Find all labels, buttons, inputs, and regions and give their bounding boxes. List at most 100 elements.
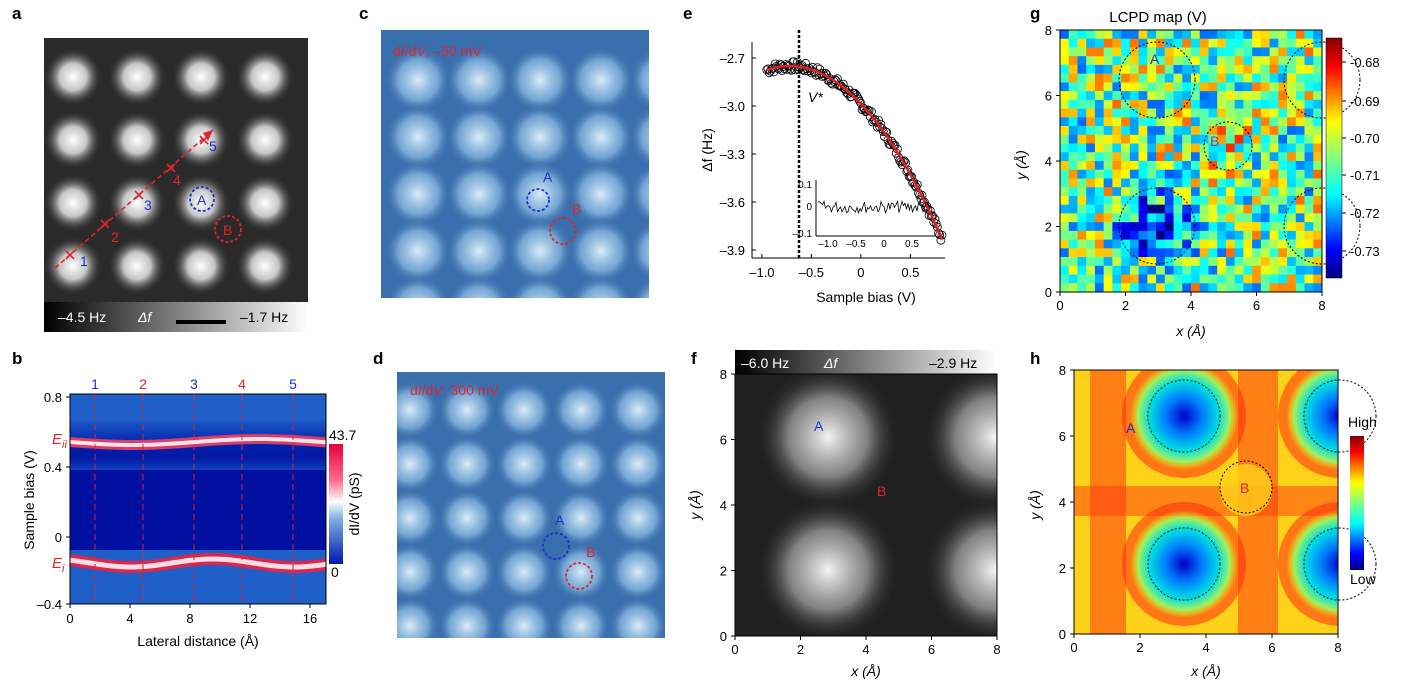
panel-g-pixel — [1068, 178, 1078, 188]
panel-g-pixel — [1094, 213, 1104, 223]
panel-g-pixel — [1278, 274, 1288, 284]
panel-g-pixel — [1138, 56, 1148, 66]
panel-g-pixel — [1199, 239, 1209, 249]
panel-g-pixel — [1164, 213, 1174, 223]
panel-g-pixel — [1217, 30, 1227, 40]
panel-g-pixel — [1243, 117, 1253, 127]
panel-g-pixel — [1234, 82, 1244, 92]
panel-g-pixel — [1138, 169, 1148, 179]
panel-c-blob — [628, 219, 649, 283]
panel-g-pixel — [1252, 265, 1262, 275]
panel-g-pixel — [1313, 73, 1323, 83]
panel-g-pixel — [1252, 38, 1262, 48]
panel-g-pixel — [1156, 126, 1166, 136]
panel-g-pixel — [1243, 204, 1253, 214]
panel-g-pixel — [1129, 257, 1139, 267]
panel-g-pixel — [1121, 73, 1131, 83]
panel-g-pixel — [1287, 248, 1297, 258]
panel-g-pixel — [1138, 178, 1148, 188]
panel-c-blob — [628, 162, 649, 226]
panel-g-pixel — [1225, 126, 1235, 136]
panel-g-pixel — [1199, 82, 1209, 92]
panel-g-pixel — [1068, 169, 1078, 179]
panel-g-pixel — [1295, 108, 1305, 118]
panel-g-pixel — [1313, 178, 1323, 188]
panel-g-pixel — [1191, 91, 1201, 101]
panel-g-pixel — [1295, 187, 1305, 197]
panel-g-pixel — [1156, 230, 1166, 240]
panel-d-blob — [551, 596, 611, 638]
panel-g-pixel — [1278, 283, 1288, 293]
panel-g-pixel — [1252, 56, 1262, 66]
panel-g-pixel — [1260, 161, 1270, 171]
panel-a-blob — [44, 173, 103, 233]
panel-g-pixel — [1313, 222, 1323, 232]
panel-f-cbar-symbol: Δf — [823, 355, 839, 371]
panel-g-pixel — [1086, 30, 1096, 40]
panel-g-pixel — [1287, 82, 1297, 92]
panel-c-blob — [568, 274, 634, 298]
panel-a-path-label: 2 — [111, 229, 119, 245]
panel-g-pixel — [1060, 73, 1070, 83]
panel-g-pixel — [1260, 64, 1270, 74]
panel-g-pixel — [1234, 73, 1244, 83]
panel-g-pixel — [1156, 82, 1166, 92]
panel-g-pixel — [1313, 82, 1323, 92]
panel-a-blob — [107, 47, 167, 107]
panel-g-pixel — [1225, 73, 1235, 83]
panel-g-pixel — [1260, 265, 1270, 275]
panel-h-xlabel: x (Å) — [1190, 663, 1221, 679]
panel-g-pixel — [1156, 47, 1166, 57]
panel-g-pixel — [1077, 274, 1087, 284]
panel-g-pixel — [1121, 161, 1131, 171]
panel-g-pixel — [1121, 30, 1131, 40]
panel-g-pixel — [1269, 56, 1279, 66]
panel-g-pixel — [1112, 274, 1122, 284]
panel-g-pixel — [1129, 230, 1139, 240]
panel-g-pixel — [1304, 91, 1314, 101]
panel-b-xtick-label: 8 — [186, 611, 193, 626]
panel-f-cbar-max: –2.9 Hz — [929, 355, 977, 371]
panel-g-pixel — [1138, 230, 1148, 240]
panel-g-pixel — [1156, 187, 1166, 197]
panel-g-pixel — [1191, 161, 1201, 171]
panel-g-pixel — [1260, 239, 1270, 249]
panel-g-pixel — [1199, 47, 1209, 57]
panel-g-pixel — [1287, 169, 1297, 179]
panel-g-pixel — [1252, 213, 1262, 223]
panel-g-pixel — [1112, 117, 1122, 127]
panel-g-pixel — [1156, 283, 1166, 293]
panel-g-pixel — [1103, 134, 1113, 144]
panel-g-pixel — [1060, 91, 1070, 101]
panel-g-pixel — [1199, 108, 1209, 118]
panel-g-pixel — [1077, 222, 1087, 232]
panel-g-pixel — [1217, 47, 1227, 57]
panel-e-inset-ytick-label: –0.1 — [793, 229, 813, 240]
panel-g-pixel — [1086, 283, 1096, 293]
panel-g-pixel — [1199, 204, 1209, 214]
panel-g-pixel — [1269, 230, 1279, 240]
panel-g-pixel — [1252, 178, 1262, 188]
panel-g-pixel — [1243, 152, 1253, 162]
panel-g-pixel — [1077, 230, 1087, 240]
panel-e-point — [875, 122, 885, 132]
panel-g-pixel — [1313, 64, 1323, 74]
panel-g-pixel — [1156, 248, 1166, 258]
panel-g-pixel — [1260, 126, 1270, 136]
panel-g-pixel — [1103, 108, 1113, 118]
panel-g-pixel — [1173, 257, 1183, 267]
panel-a-site-a: A — [197, 192, 207, 208]
panel-g-xtick-label: 4 — [1187, 298, 1194, 313]
panel-b-top-label: 2 — [139, 376, 147, 392]
panel-g-pixel — [1191, 204, 1201, 214]
panel-g-pixel — [1234, 169, 1244, 179]
panel-g-pixel — [1086, 222, 1096, 232]
panel-g-pixel — [1287, 126, 1297, 136]
panel-g-pixel — [1094, 274, 1104, 284]
panel-g-pixel — [1068, 134, 1078, 144]
panel-g-pixel — [1225, 204, 1235, 214]
panel-g-pixel — [1077, 239, 1087, 249]
panel-g-pixel — [1086, 248, 1096, 258]
panel-g-pixel — [1121, 265, 1131, 275]
panel-g-pixel — [1217, 38, 1227, 48]
